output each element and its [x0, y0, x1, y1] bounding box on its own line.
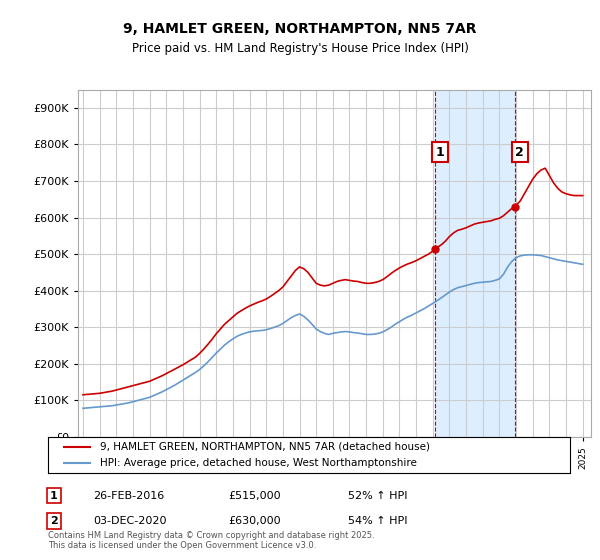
Text: Price paid vs. HM Land Registry's House Price Index (HPI): Price paid vs. HM Land Registry's House …	[131, 42, 469, 55]
Text: 9, HAMLET GREEN, NORTHAMPTON, NN5 7AR (detached house): 9, HAMLET GREEN, NORTHAMPTON, NN5 7AR (d…	[100, 442, 430, 452]
Text: 9, HAMLET GREEN, NORTHAMPTON, NN5 7AR: 9, HAMLET GREEN, NORTHAMPTON, NN5 7AR	[123, 22, 477, 36]
Text: £630,000: £630,000	[228, 516, 281, 526]
Text: 2: 2	[515, 146, 524, 158]
Text: 03-DEC-2020: 03-DEC-2020	[93, 516, 167, 526]
Bar	[435, 90, 515, 437]
Text: 26-FEB-2016: 26-FEB-2016	[93, 491, 164, 501]
Text: Contains HM Land Registry data © Crown copyright and database right 2025.
This d: Contains HM Land Registry data © Crown c…	[48, 530, 374, 550]
Text: 1: 1	[50, 491, 58, 501]
Text: 2: 2	[50, 516, 58, 526]
Text: 1: 1	[436, 146, 445, 158]
Text: 52% ↑ HPI: 52% ↑ HPI	[348, 491, 407, 501]
Text: HPI: Average price, detached house, West Northamptonshire: HPI: Average price, detached house, West…	[100, 458, 417, 468]
Text: 54% ↑ HPI: 54% ↑ HPI	[348, 516, 407, 526]
Text: £515,000: £515,000	[228, 491, 281, 501]
